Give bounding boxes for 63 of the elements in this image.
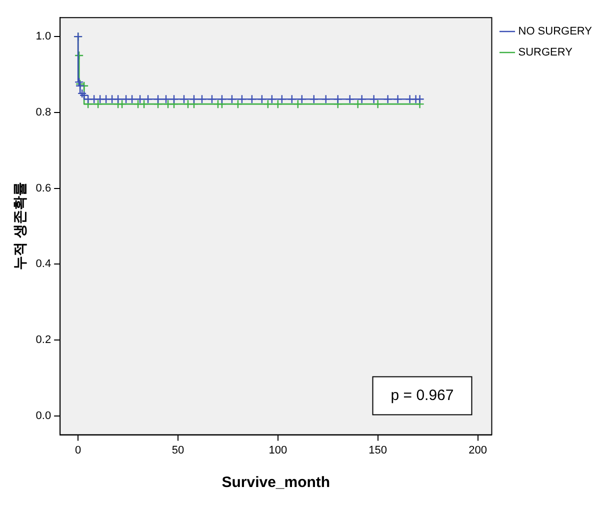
x-tick-label: 100	[268, 444, 288, 456]
x-tick-label: 50	[172, 444, 184, 456]
y-tick-label: 0.2	[36, 334, 52, 346]
point	[121, 94, 131, 104]
x-tick-label: 200	[468, 444, 487, 456]
point	[93, 99, 103, 109]
point	[161, 94, 171, 104]
point	[293, 99, 302, 109]
point	[95, 94, 105, 104]
point	[383, 94, 392, 104]
point	[89, 94, 99, 104]
y-tick-label: 0.0	[36, 410, 52, 422]
point	[169, 94, 179, 104]
point	[133, 99, 143, 109]
y-tick-label: 0.6	[36, 182, 52, 194]
y-axis-title: 누적 생존확률	[11, 182, 28, 270]
point	[345, 94, 354, 104]
legend-label: SURGERY	[518, 46, 574, 59]
point	[277, 94, 287, 104]
point	[183, 99, 193, 109]
point	[139, 99, 149, 109]
point	[153, 94, 163, 104]
point	[101, 94, 111, 104]
legend-label: NO SURGERY	[518, 26, 593, 38]
x-tick-label: 150	[368, 444, 388, 456]
point	[353, 99, 362, 109]
point	[135, 94, 145, 104]
point	[237, 94, 247, 104]
point	[189, 94, 199, 104]
point	[179, 94, 189, 104]
point	[373, 99, 382, 109]
y-tick-label: 0.4	[36, 258, 52, 270]
point	[297, 94, 306, 104]
point	[227, 94, 237, 104]
point	[263, 99, 273, 109]
point	[163, 99, 173, 109]
point	[267, 94, 277, 104]
point	[197, 94, 207, 104]
point	[393, 94, 402, 104]
x-tick-label: 0	[75, 444, 82, 456]
annotation: p = 0.967	[390, 386, 454, 404]
point	[74, 50, 84, 60]
point	[405, 94, 414, 104]
point	[321, 94, 330, 104]
point	[117, 99, 127, 109]
x-axis-title: Survive_month	[222, 474, 330, 492]
point	[333, 94, 342, 104]
y-tick-label: 1.0	[36, 30, 52, 43]
point	[273, 99, 283, 109]
point	[247, 94, 257, 104]
point	[357, 94, 366, 104]
point	[113, 94, 123, 104]
point	[143, 94, 153, 104]
point	[207, 94, 217, 104]
point	[309, 94, 318, 104]
point	[287, 94, 297, 104]
y-tick-label: 0.8	[36, 106, 52, 118]
point	[107, 94, 117, 104]
point	[257, 94, 267, 104]
point	[127, 94, 137, 104]
point	[217, 94, 227, 104]
point	[233, 99, 243, 109]
point	[369, 94, 378, 104]
